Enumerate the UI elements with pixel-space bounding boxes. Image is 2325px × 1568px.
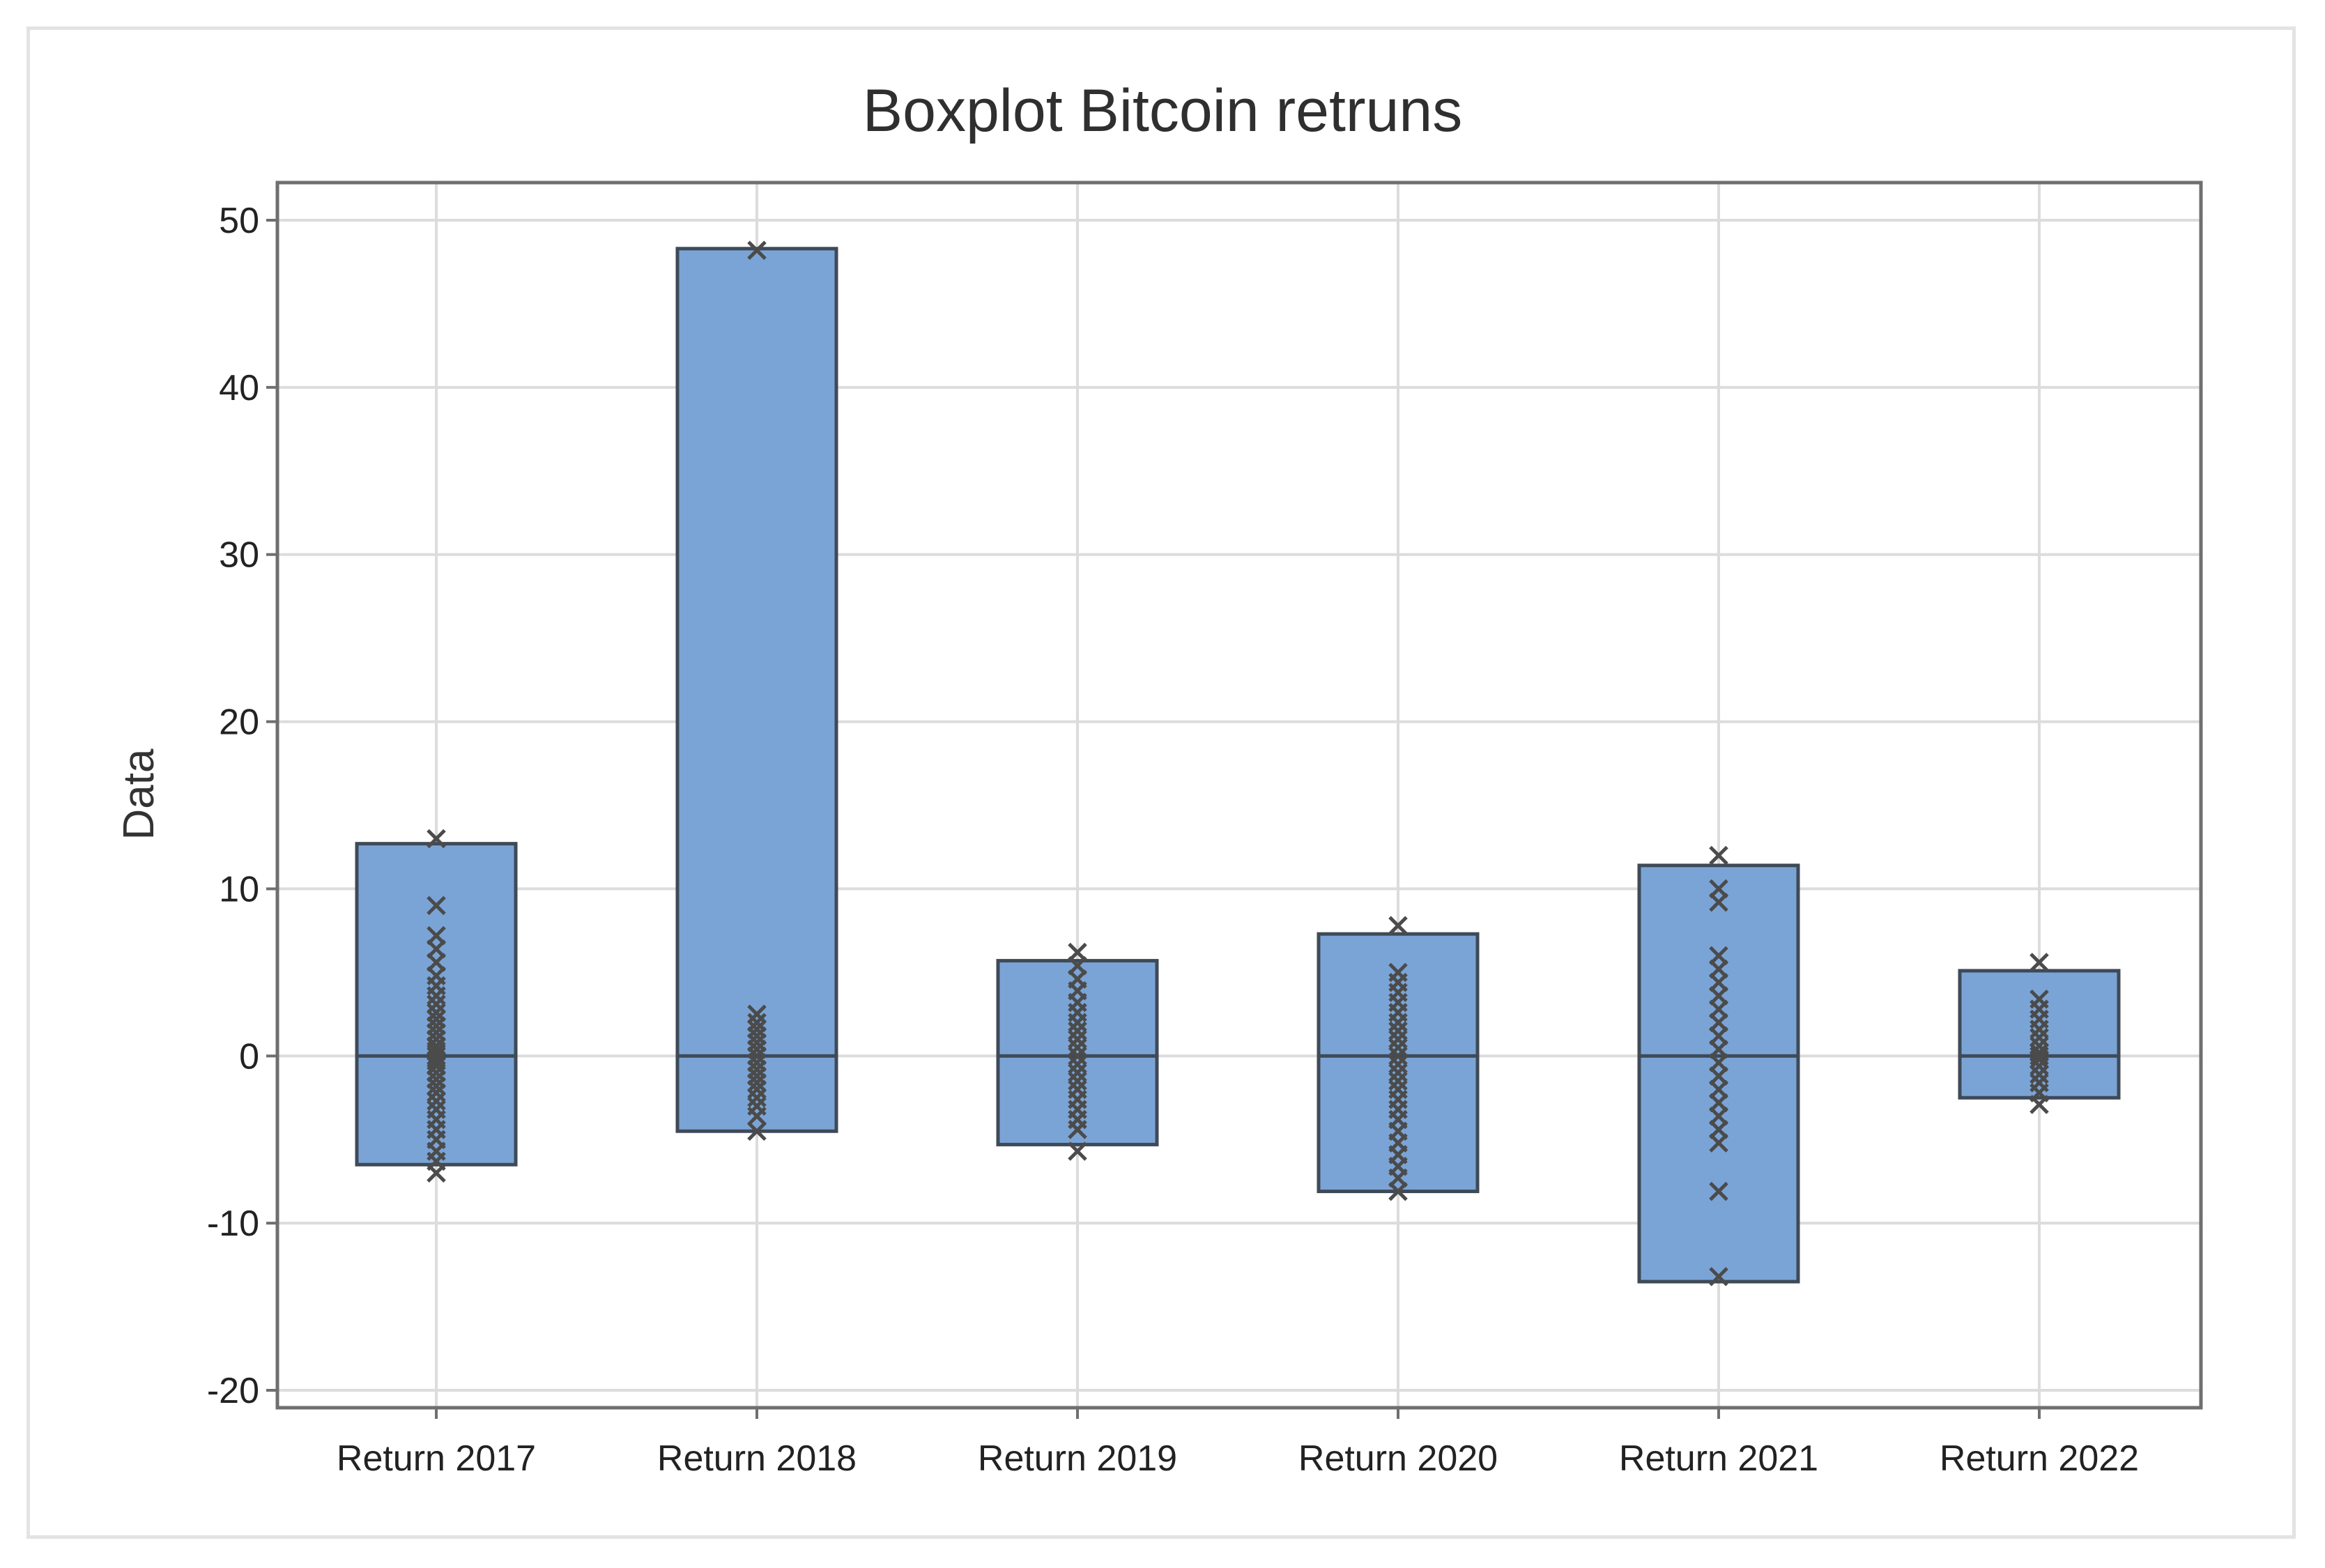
y-tick-label: 30 bbox=[219, 535, 259, 576]
y-tick-label: 50 bbox=[219, 201, 259, 241]
data-point bbox=[2029, 1056, 2049, 1076]
data-point bbox=[1388, 1071, 1408, 1091]
y-tick-label: 20 bbox=[219, 702, 259, 743]
y-tick-label: -10 bbox=[207, 1204, 259, 1244]
data-point bbox=[427, 896, 446, 916]
box bbox=[675, 247, 838, 1133]
y-axis-ticks: -20 -10 0 10 20 30 40 50 bbox=[207, 201, 277, 1411]
box bbox=[1958, 969, 2121, 1100]
data-point bbox=[1068, 1142, 1087, 1161]
y-tick-label: -20 bbox=[207, 1371, 259, 1411]
data-point bbox=[1709, 845, 1728, 866]
data-point bbox=[427, 1163, 446, 1183]
data-point bbox=[427, 1091, 446, 1111]
data-point bbox=[1068, 1120, 1087, 1139]
data-point bbox=[1068, 1046, 1087, 1066]
data-point bbox=[427, 829, 446, 849]
chart-frame bbox=[26, 26, 2296, 1539]
data-point bbox=[747, 1106, 767, 1126]
data-point bbox=[747, 1088, 767, 1108]
data-point bbox=[2029, 953, 2049, 972]
data-point bbox=[1388, 1038, 1408, 1058]
data-point bbox=[747, 1004, 767, 1024]
data-point bbox=[427, 1083, 446, 1102]
data-point bbox=[1388, 1063, 1408, 1083]
boxes-layer bbox=[355, 247, 2121, 1284]
points-layer bbox=[427, 240, 2049, 1286]
y-tick-label: 0 bbox=[239, 1036, 259, 1077]
data-point bbox=[427, 994, 446, 1014]
data-point bbox=[1068, 1021, 1087, 1041]
y-axis-label: Data bbox=[115, 748, 163, 840]
x-tick-label: Return 2020 bbox=[1298, 1438, 1498, 1479]
data-point bbox=[1709, 1133, 1728, 1153]
data-point bbox=[1388, 916, 1408, 935]
data-point bbox=[747, 1073, 767, 1093]
data-point bbox=[427, 986, 446, 1006]
data-point bbox=[1068, 1038, 1087, 1058]
data-point bbox=[1388, 1054, 1408, 1075]
data-point bbox=[1388, 1013, 1408, 1033]
box bbox=[996, 959, 1159, 1146]
data-point bbox=[1068, 1071, 1087, 1091]
plot-area-border bbox=[275, 180, 2203, 1410]
data-point bbox=[1068, 1063, 1087, 1083]
data-point bbox=[1709, 1181, 1728, 1201]
data-point bbox=[1068, 1029, 1087, 1050]
y-tick-label: 40 bbox=[219, 368, 259, 408]
data-point bbox=[1068, 1013, 1087, 1033]
data-point bbox=[1388, 1029, 1408, 1050]
data-point bbox=[1709, 1267, 1728, 1286]
chart-title: Boxplot Bitcoin retruns bbox=[863, 77, 1462, 144]
data-point bbox=[2029, 1064, 2049, 1084]
x-axis-ticks: Return 2017 Return 2018 Return 2019 Return … bbox=[337, 1408, 2139, 1479]
x-tick-label: Return 2022 bbox=[1940, 1438, 2139, 1479]
data-point bbox=[2029, 1028, 2049, 1047]
data-point bbox=[1388, 1046, 1408, 1066]
data-point bbox=[747, 1079, 767, 1100]
data-point bbox=[747, 1121, 767, 1141]
data-point bbox=[1068, 1054, 1087, 1075]
x-tick-label: Return 2019 bbox=[978, 1438, 1177, 1479]
data-point bbox=[2029, 1095, 2049, 1114]
data-point bbox=[747, 240, 767, 260]
x-tick-label: Return 2017 bbox=[337, 1438, 536, 1479]
data-point bbox=[427, 1076, 446, 1096]
data-point bbox=[2029, 1050, 2049, 1069]
x-tick-label: Return 2021 bbox=[1619, 1438, 1818, 1479]
y-tick-label: 10 bbox=[219, 869, 259, 909]
data-point bbox=[1388, 1181, 1408, 1201]
data-point bbox=[2029, 1020, 2049, 1039]
data-point bbox=[1388, 1021, 1408, 1041]
grid-lines bbox=[277, 183, 2201, 1408]
data-point bbox=[1709, 892, 1728, 912]
x-tick-label: Return 2018 bbox=[657, 1438, 857, 1479]
box bbox=[1637, 863, 1800, 1284]
